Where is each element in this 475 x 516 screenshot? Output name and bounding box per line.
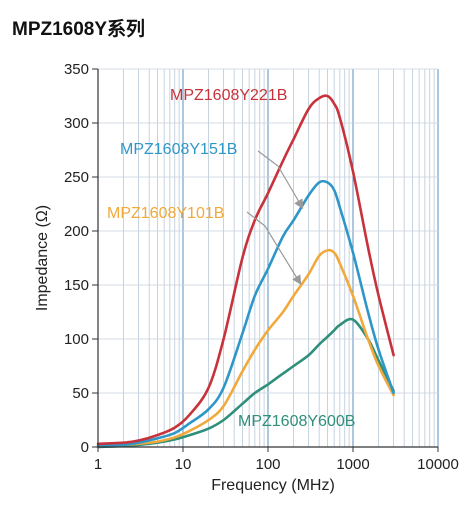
y-tick-label: 0 [81, 439, 89, 456]
x-tick-label: 1000 [336, 456, 369, 473]
y-tick-label: 50 [72, 385, 89, 402]
series-line-mpz1608y600b [96, 317, 395, 449]
x-tick-label: 100 [255, 456, 280, 473]
series-label-mpz1608y600b: MPZ1608Y600B [238, 413, 355, 430]
grid-layer [97, 68, 439, 448]
y-tick-label: 200 [64, 223, 89, 240]
axis-layer: 0 50 100 150 200 250 300 350 1 10 100 1000 10000 [64, 61, 459, 473]
series-label-mpz1608y101b: MPZ1608Y101B [107, 205, 224, 222]
x-tick-label: 10 [175, 456, 192, 473]
y-tick-label: 300 [64, 115, 89, 132]
x-tick-label: 1 [94, 456, 102, 473]
annotation-layer: MPZ1608Y221B MPZ1608Y151B MPZ1608Y101B MPZ1… [107, 87, 355, 430]
y-tick-label: 350 [64, 61, 89, 78]
page-title: MPZ1608Y系列 [12, 19, 146, 40]
x-tick-label: 10000 [417, 456, 459, 473]
series-layer [96, 94, 395, 449]
y-axis-title: Impedance (Ω) [34, 205, 51, 311]
series-line-mpz1608y151b [96, 179, 395, 448]
y-tick-label: 150 [64, 277, 89, 294]
y-tick-label: 250 [64, 169, 89, 186]
x-axis-title: Frequency (MHz) [211, 477, 335, 494]
series-line-mpz1608y221b [96, 94, 395, 446]
series-label-mpz1608y151b: MPZ1608Y151B [120, 141, 237, 158]
annotation-arrow-mpz1608y101b [246, 211, 302, 286]
series-label-mpz1608y221b: MPZ1608Y221B [170, 87, 287, 104]
series-line-mpz1608y101b [96, 248, 395, 448]
annotation-arrow-mpz1608y151b [257, 150, 304, 210]
y-tick-label: 100 [64, 331, 89, 348]
